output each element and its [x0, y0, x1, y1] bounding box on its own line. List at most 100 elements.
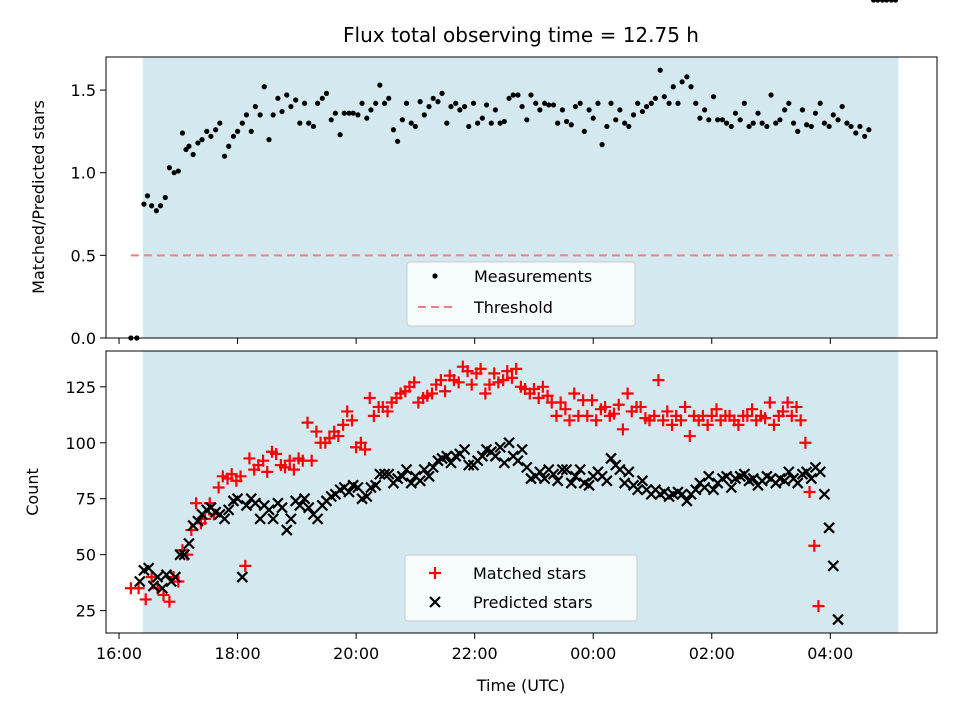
- measurement-point: [812, 110, 819, 116]
- x-tick-label: 18:00: [215, 644, 261, 663]
- measurement-point: [563, 118, 570, 125]
- ratio-y-tick-label: 1.0: [71, 164, 96, 183]
- measurement-point: [782, 107, 788, 113]
- matched-star-point: [243, 452, 256, 465]
- measurement-point: [577, 100, 583, 106]
- predicted-star-point: [441, 450, 453, 462]
- measurement-point: [879, 0, 886, 3]
- matched-star-point: [439, 385, 452, 398]
- measurement-point: [144, 193, 151, 199]
- predicted-star-point: [703, 470, 715, 483]
- predicted-star-point: [569, 470, 582, 483]
- measurement-point: [830, 112, 836, 118]
- predicted-star-point: [218, 513, 231, 525]
- ratio-x-ticks: [118, 338, 831, 344]
- predicted-star-point: [160, 569, 173, 581]
- measurement-point: [230, 133, 237, 139]
- matched-star-point: [139, 593, 152, 606]
- predicted-star-point: [462, 459, 475, 471]
- measurement-point: [153, 208, 159, 214]
- measurement-point: [892, 0, 899, 3]
- measurement-point: [466, 123, 472, 130]
- measurement-point: [252, 103, 258, 110]
- measurement-point: [652, 95, 659, 101]
- matched-star-point: [323, 432, 336, 445]
- predicted-star-point: [583, 479, 595, 492]
- predicted-star-point: [183, 537, 195, 550]
- matched-star-point: [341, 405, 354, 418]
- matched-star-point: [808, 539, 821, 552]
- measurement-point: [399, 117, 405, 123]
- measurement-point: [470, 100, 477, 106]
- measurement-point: [381, 100, 388, 106]
- measurement-point: [475, 120, 481, 126]
- predicted-star-point: [791, 477, 804, 489]
- measurement-point: [243, 112, 250, 118]
- measurement-point: [786, 100, 792, 106]
- measurement-point: [666, 100, 672, 106]
- matched-star-point: [812, 600, 825, 613]
- predicted-star-point: [805, 472, 818, 485]
- measurement-point: [408, 120, 414, 126]
- measurement-point: [341, 110, 347, 116]
- predicted-star-point: [169, 571, 182, 583]
- matched-star-point: [506, 371, 519, 384]
- matched-star-point: [701, 418, 714, 431]
- matched-star-point: [581, 409, 594, 422]
- predicted-star-point: [378, 468, 391, 480]
- matched-star-point: [310, 425, 323, 438]
- predicted-star-point: [823, 522, 835, 534]
- measurement-point: [195, 140, 201, 146]
- matched-star-point: [381, 405, 394, 418]
- measurement-point: [884, 0, 890, 3]
- measurement-point: [581, 128, 587, 134]
- predicted-star-point: [400, 463, 413, 476]
- matched-star-point: [657, 414, 670, 427]
- measurement-point: [759, 120, 765, 126]
- measurement-point: [199, 137, 205, 143]
- measurement-point: [857, 123, 863, 130]
- predicted-star-point: [281, 524, 293, 536]
- measurement-point: [149, 203, 155, 209]
- matched-star-point: [425, 387, 438, 400]
- predicted-star-point: [178, 548, 191, 561]
- matched-star-point: [434, 374, 447, 387]
- matched-star-point: [145, 571, 158, 584]
- measurement-point: [750, 120, 756, 126]
- predicted-legend-marker: [429, 596, 441, 608]
- measurement-point: [732, 110, 739, 116]
- measurement-point: [795, 128, 801, 134]
- matched-star-point: [732, 418, 745, 431]
- matched-star-point: [710, 403, 723, 416]
- matched-star-point: [461, 365, 474, 378]
- matched-star-point: [590, 414, 603, 427]
- predicted-star-point: [636, 475, 649, 487]
- predicted-star-point: [231, 492, 244, 505]
- measurement-point: [162, 194, 168, 201]
- x-tick-label: 02:00: [689, 644, 735, 663]
- predicted-star-point: [725, 481, 738, 494]
- measurement-point: [506, 95, 512, 101]
- predicted-star-point: [489, 450, 502, 462]
- measurement-point: [346, 110, 352, 116]
- count-legend: Matched stars Predicted stars: [404, 554, 638, 622]
- threshold-legend-label: Threshold: [473, 298, 553, 317]
- predicted-star-point: [427, 461, 439, 474]
- measurement-point: [870, 0, 877, 3]
- matched-legend-label: Matched stars: [473, 564, 586, 583]
- predicted-star-point: [142, 562, 155, 574]
- matched-star-point: [479, 387, 492, 400]
- measurement-point: [395, 138, 401, 144]
- measurement-point: [175, 168, 181, 174]
- matched-star-point: [741, 409, 754, 422]
- predicted-star-point: [294, 499, 306, 512]
- count-y-tick-label: 125: [65, 378, 96, 397]
- predicted-star-point: [698, 481, 711, 494]
- predicted-star-point: [556, 463, 569, 476]
- ratio-y-tick-label: 0.5: [71, 246, 96, 265]
- matched-star-point: [616, 423, 629, 436]
- measurement-point: [461, 103, 468, 110]
- measurement-point: [492, 107, 499, 113]
- predicted-star-point: [547, 468, 560, 480]
